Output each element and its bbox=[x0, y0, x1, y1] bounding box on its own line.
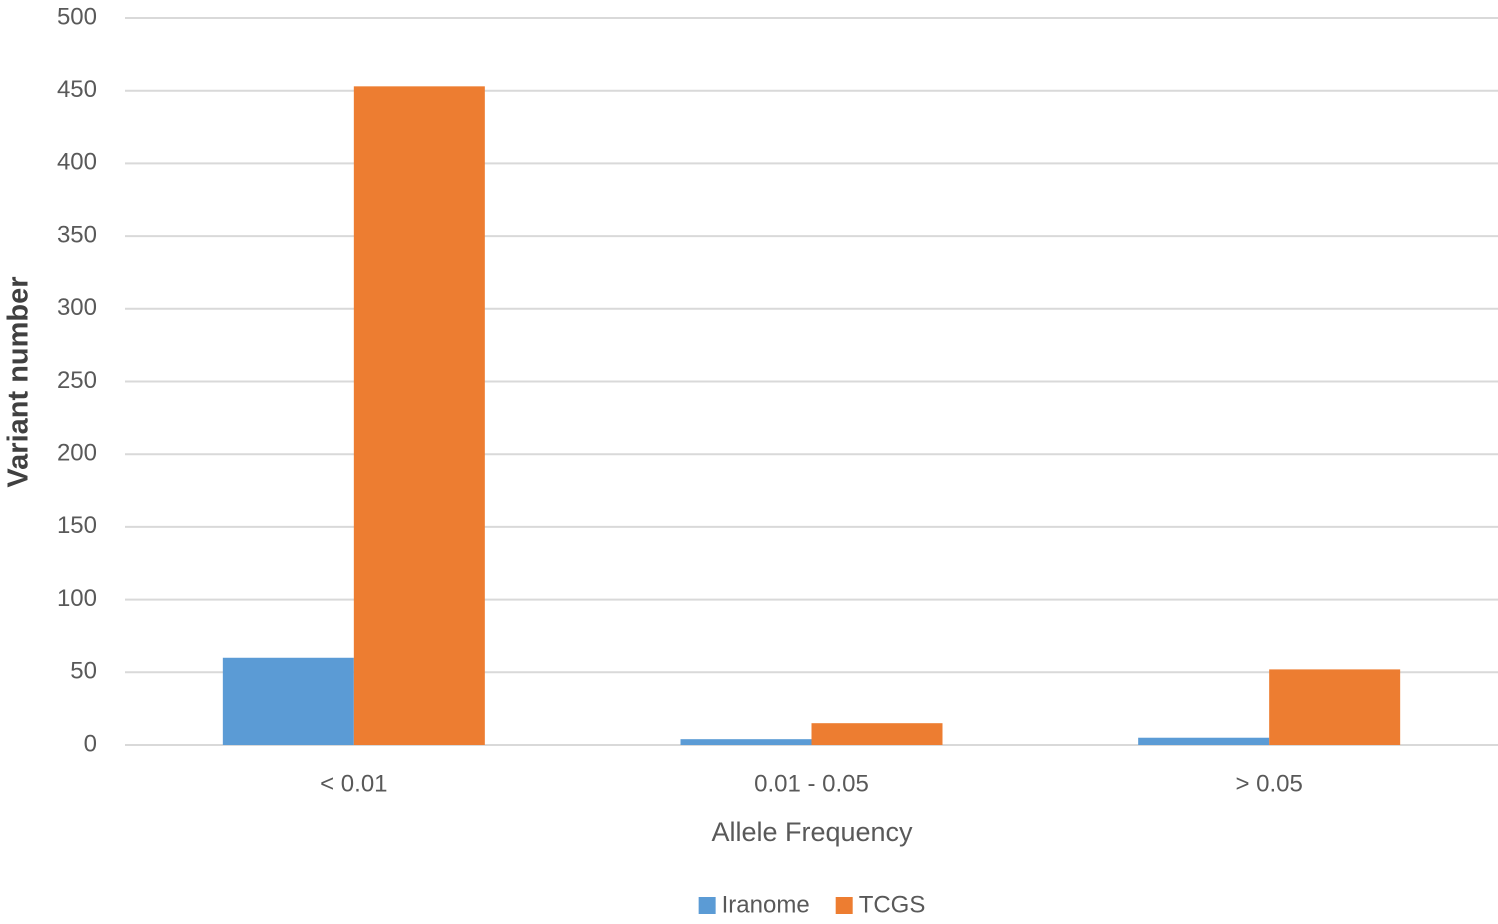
x-tick-label: < 0.01 bbox=[320, 770, 387, 797]
y-tick-label: 200 bbox=[57, 440, 97, 467]
y-tick-label: 300 bbox=[57, 294, 97, 321]
bar bbox=[811, 723, 943, 745]
legend-label: Iranome bbox=[722, 891, 810, 918]
y-tick-label: 100 bbox=[57, 585, 97, 612]
y-tick-label: 50 bbox=[70, 658, 97, 685]
y-tick-label: 150 bbox=[57, 512, 97, 539]
y-tick-label: 400 bbox=[57, 149, 97, 176]
legend-label: TCGS bbox=[859, 891, 926, 918]
legend-swatch bbox=[835, 897, 853, 914]
bar bbox=[353, 86, 485, 745]
bar bbox=[222, 657, 354, 745]
y-axis-title: Variant number bbox=[3, 276, 35, 487]
y-tick-label: 500 bbox=[57, 3, 97, 30]
x-tick-label: > 0.05 bbox=[1235, 770, 1302, 797]
y-tick-label: 0 bbox=[84, 730, 97, 757]
legend-swatch bbox=[698, 897, 716, 914]
y-tick-label: 350 bbox=[57, 221, 97, 248]
x-axis-title: Allele Frequency bbox=[711, 817, 913, 847]
y-tick-label: 450 bbox=[57, 76, 97, 103]
bar bbox=[680, 739, 812, 745]
bar bbox=[1138, 737, 1270, 745]
y-tick-label: 250 bbox=[57, 367, 97, 394]
x-tick-label: 0.01 - 0.05 bbox=[754, 770, 869, 797]
bar bbox=[1269, 669, 1401, 745]
